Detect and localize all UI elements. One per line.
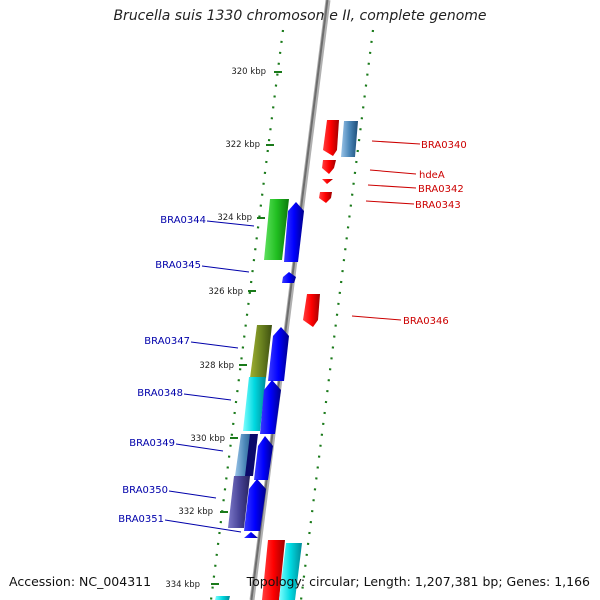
gene-arrow-BRA0342[interactable] [322, 179, 333, 184]
gene-label-BRA0350[interactable]: BRA0350 [122, 485, 168, 496]
gene-arrow-offscreen-red [262, 540, 285, 600]
ruler-tick: 334 kbp [165, 580, 219, 590]
ruler-tick-label: 334 kbp [165, 580, 200, 590]
gene-arrow-offscreen-cyan [215, 596, 230, 600]
label-leader [365, 200, 415, 205]
ruler-tick: 326 kbp [208, 287, 256, 297]
gene-arrow-BRA0349[interactable] [254, 436, 273, 480]
ruler-tick-label: 322 kbp [225, 140, 260, 150]
gene-label-BRA0342[interactable]: BRA0342 [418, 184, 464, 195]
gene-label-BRA0344[interactable]: BRA0344 [160, 215, 206, 226]
cog-box-BRA0344 [264, 199, 289, 260]
gene-label-BRA0340[interactable]: BRA0340 [421, 140, 467, 151]
ruler-tick: 330 kbp [190, 434, 238, 444]
gene-arrow-BRA0349-a[interactable] [245, 434, 258, 476]
gene-arrow-BRA0344[interactable] [284, 202, 304, 262]
accession-text: Accession: NC_004311 [9, 574, 152, 589]
gene-label-BRA0346[interactable]: BRA0346 [403, 316, 449, 327]
gc-track-inner [299, 29, 375, 600]
reverse-gene-labels: BRA0344 BRA0345 BRA0347 BRA0348 BRA0349 … [118, 215, 255, 533]
gene-label-BRA0351[interactable]: BRA0351 [118, 514, 164, 525]
gene-arrow-BRA0343[interactable] [319, 192, 332, 203]
gene-arrow-BRA0347[interactable] [268, 327, 289, 381]
ruler-tick-label: 330 kbp [190, 434, 225, 444]
gene-arrow-hdeA[interactable] [322, 160, 336, 174]
reverse-strand-features [215, 199, 304, 600]
gc-track-outer [209, 29, 285, 600]
label-leader [351, 315, 402, 321]
label-leader [369, 169, 417, 175]
cog-box-BRA0350 [228, 476, 250, 528]
ruler-tick: 332 kbp [178, 507, 228, 517]
gene-arrow-BRA0346[interactable] [303, 294, 320, 327]
label-leader [175, 443, 224, 452]
ruler-tick-label: 326 kbp [208, 287, 243, 297]
gene-label-BRA0348[interactable]: BRA0348 [137, 388, 183, 399]
cog-box-BRA0347 [250, 325, 272, 378]
genome-summary-text: Topology: circular; Length: 1,207,381 bp… [246, 574, 590, 589]
label-leader [183, 393, 232, 401]
map-title: Brucella suis 1330 chromosome II, comple… [113, 8, 487, 24]
gene-label-BRA0343[interactable]: BRA0343 [415, 200, 461, 211]
label-leader [371, 140, 421, 145]
label-leader [168, 490, 217, 499]
ruler-tick-label: 320 kbp [231, 67, 266, 77]
cog-box-BRA0340 [341, 121, 358, 157]
label-leader [201, 265, 250, 273]
gene-arrow-BRA0350[interactable] [244, 479, 266, 531]
cog-box-offscreen-cyan [279, 543, 302, 600]
gene-arrow-BRA0351[interactable] [244, 532, 258, 538]
gene-arrow-BRA0340[interactable] [323, 120, 339, 156]
ruler-tick: 320 kbp [231, 67, 282, 77]
forward-gene-labels: BRA0340 hdeA BRA0342 BRA0343 BRA0346 [351, 140, 467, 327]
forward-strand-features [262, 120, 358, 600]
ruler-tick: 324 kbp [217, 213, 265, 223]
ruler-tick-label: 332 kbp [178, 507, 213, 517]
label-leader [190, 341, 239, 349]
cog-box-BRA0348 [243, 377, 266, 431]
ruler-tick-label: 324 kbp [217, 213, 252, 223]
gene-arrow-BRA0348[interactable] [260, 380, 281, 434]
label-leader [164, 519, 242, 533]
kbp-ruler: 320 kbp 322 kbp 324 kbp 326 kbp 328 kbp … [165, 67, 282, 590]
gene-label-BRA0345[interactable]: BRA0345 [155, 260, 201, 271]
label-leader [206, 220, 255, 227]
ruler-tick: 328 kbp [199, 361, 247, 371]
ruler-tick-label: 328 kbp [199, 361, 234, 371]
gene-label-BRA0349[interactable]: BRA0349 [129, 438, 175, 449]
ruler-tick: 322 kbp [225, 140, 274, 150]
gene-arrow-BRA0345[interactable] [282, 272, 296, 283]
label-leader [367, 184, 417, 189]
gene-label-BRA0347[interactable]: BRA0347 [144, 336, 190, 347]
gene-label-hdeA[interactable]: hdeA [419, 170, 445, 181]
